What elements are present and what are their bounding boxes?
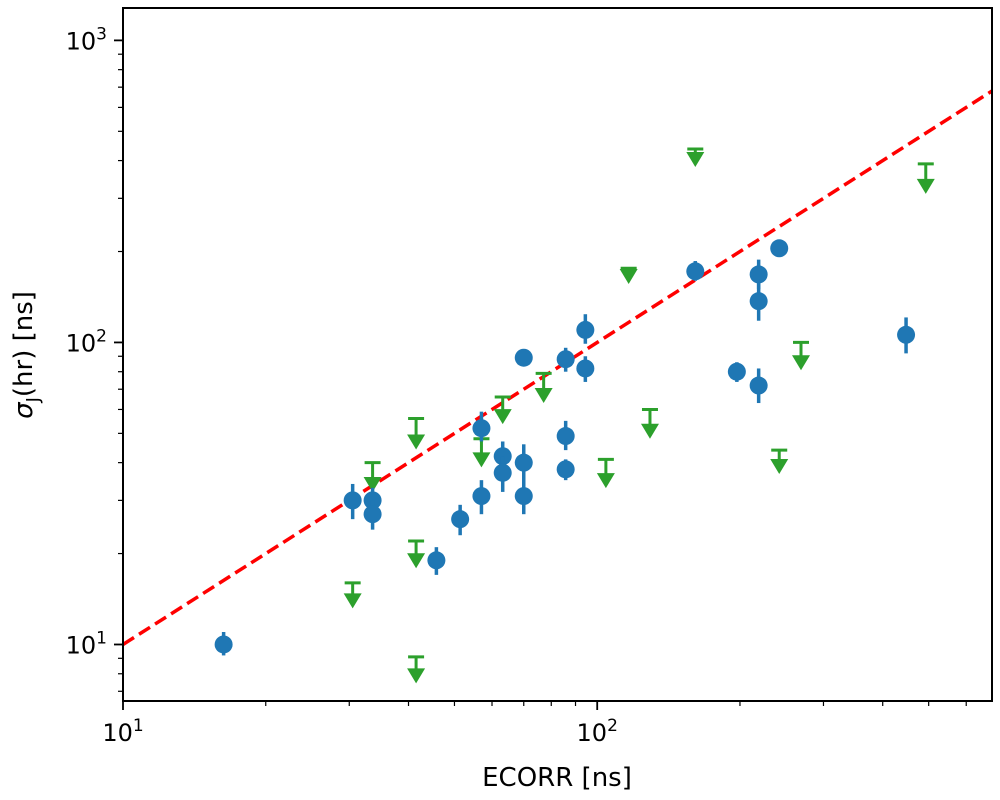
upper-limit-marker — [916, 162, 935, 194]
upper-limit-marker — [596, 457, 615, 489]
upper-limit-triangle — [363, 476, 382, 492]
upper-limit-marker — [363, 461, 382, 492]
upper-limit-triangle — [407, 553, 426, 569]
upper-limit-triangle — [472, 452, 491, 468]
upper-limit-triangle — [596, 473, 615, 489]
measured-point — [686, 261, 705, 281]
x-axis-label: ECORR [ns] — [482, 763, 632, 793]
data-point — [514, 348, 533, 367]
measured-point — [576, 314, 595, 344]
upper-limit-triangle — [343, 593, 362, 609]
upper-limit-marker — [407, 539, 426, 569]
upper-limit-triangle — [407, 434, 426, 450]
x-tick-exponent: 1 — [133, 716, 144, 736]
measured-point — [514, 472, 533, 515]
upper-limit-marker — [792, 340, 811, 371]
upper-limit-triangle — [770, 458, 789, 474]
upper-limit-triangle — [792, 355, 811, 371]
data-point — [514, 453, 533, 472]
measured-point — [363, 500, 382, 530]
upper-limit-marker — [686, 147, 705, 167]
data-point — [770, 239, 789, 258]
data-point — [493, 463, 512, 482]
upper-limit-marker — [343, 581, 362, 609]
data-point — [749, 376, 768, 395]
data-point — [556, 460, 575, 479]
x-tick-label: 102 — [577, 716, 618, 747]
y-tick-exponent: 3 — [96, 24, 107, 44]
data-point — [749, 265, 768, 284]
y-tick-label: 102 — [66, 326, 107, 357]
data-point — [363, 505, 382, 524]
measured-point — [343, 483, 362, 520]
upper-limit-marker — [407, 655, 426, 684]
measured-point — [556, 459, 575, 481]
y-tick-label: 101 — [66, 628, 107, 659]
measured-point — [214, 631, 233, 656]
measured-point — [556, 347, 575, 372]
y-axis-label-rest: (hr) [ns] — [9, 291, 39, 397]
data-point — [576, 320, 595, 339]
y-axis-label-symbol: σ — [9, 401, 39, 419]
y-tick-exponent: 1 — [96, 628, 107, 648]
upper-limit-triangle — [686, 151, 705, 167]
measured-point — [514, 348, 533, 367]
y-axis-label: σJ(hr) [ns] — [9, 291, 44, 419]
data-point — [472, 419, 491, 438]
y-tick-base: 10 — [66, 329, 97, 357]
upper-limit-triangle — [534, 387, 553, 403]
upper-limit-marker — [640, 407, 659, 439]
upper-limit-marker — [407, 416, 426, 450]
data-point — [686, 262, 705, 281]
upper-limit-triangle — [916, 178, 935, 194]
data-point — [343, 491, 362, 510]
x-tick-base: 10 — [102, 719, 133, 747]
data-point — [451, 510, 470, 529]
chart-marks — [122, 89, 993, 684]
data-point — [472, 487, 491, 506]
reference-line — [122, 89, 993, 646]
upper-limit-marker — [534, 371, 553, 403]
measured-point — [472, 411, 491, 442]
y-tick-base: 10 — [66, 27, 97, 55]
x-tick-label: 101 — [102, 716, 143, 747]
data-point — [214, 635, 233, 654]
measured-point — [727, 362, 746, 382]
upper-limit-triangle — [493, 409, 512, 425]
measured-point — [749, 282, 768, 321]
y-tick-label: 103 — [66, 24, 107, 55]
upper-limit-triangle — [640, 423, 659, 439]
data-point — [514, 487, 533, 506]
measured-point — [556, 420, 575, 451]
data-point — [556, 350, 575, 369]
measured-point — [493, 456, 512, 492]
x-tick-base: 10 — [577, 719, 608, 747]
data-point — [749, 292, 768, 311]
measured-point — [897, 317, 916, 354]
upper-limit-marker — [493, 395, 512, 425]
upper-limit-triangle — [407, 668, 426, 684]
upper-limit-marker — [770, 448, 789, 474]
upper-limit-triangle — [619, 268, 638, 284]
data-point — [427, 551, 446, 570]
data-point — [556, 427, 575, 446]
plot-frame — [122, 7, 993, 702]
y-tick-exponent: 2 — [96, 326, 107, 346]
upper-limit-marker — [472, 437, 491, 468]
y-tick-base: 10 — [66, 631, 97, 659]
data-point — [576, 359, 595, 378]
upper-limit-marker — [619, 266, 638, 284]
measured-point — [576, 356, 595, 382]
data-point — [897, 325, 916, 344]
y-axis-label-subscript: J — [23, 397, 44, 403]
data-point — [727, 362, 746, 381]
x-tick-exponent: 2 — [607, 716, 618, 736]
measured-point — [472, 480, 491, 515]
measured-point — [749, 368, 768, 404]
measured-point — [770, 239, 789, 258]
measured-point — [451, 504, 470, 536]
measured-point — [427, 547, 446, 575]
